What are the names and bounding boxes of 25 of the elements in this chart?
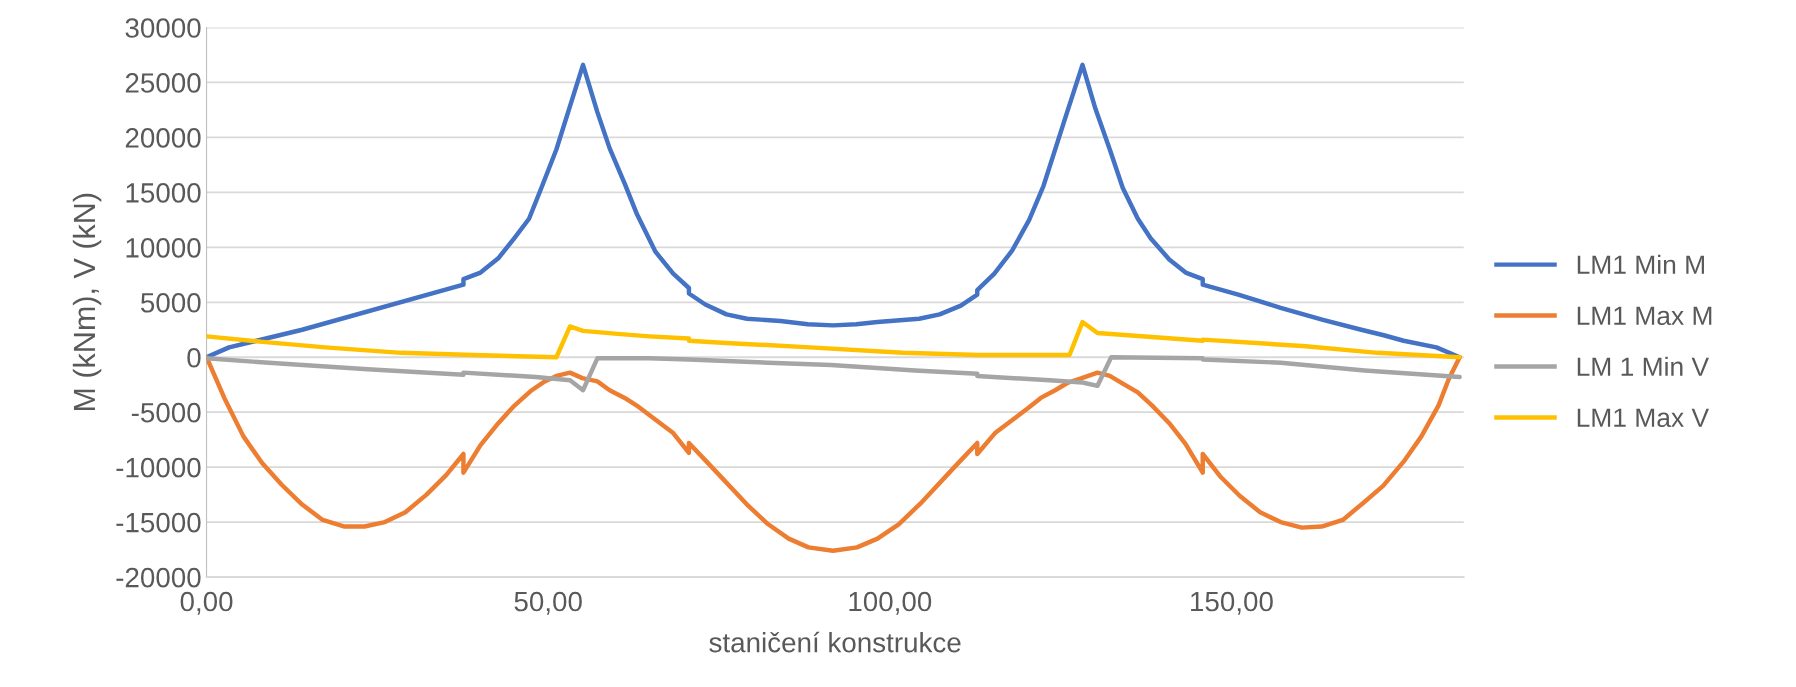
y-axis-title: M (kNm), V (kN) bbox=[72, 193, 102, 411]
y-tick-label: 25000 bbox=[125, 73, 201, 93]
y-tick-label: 10000 bbox=[126, 237, 201, 258]
line-series bbox=[206, 62, 1462, 360]
y-tick-label: 20000 bbox=[125, 128, 201, 148]
x-tick-label: 100,00 bbox=[849, 591, 932, 615]
x-axis-title: staničení konstrukce bbox=[709, 631, 961, 653]
legend-label: LM1 Max V bbox=[1577, 408, 1709, 428]
y-tick-label: -10000 bbox=[116, 457, 201, 478]
y-tick-label: -5000 bbox=[131, 402, 201, 423]
x-tick-label: 50,00 bbox=[514, 591, 582, 615]
y-tick-label: 0 bbox=[187, 347, 201, 368]
legend-label: LM1 Max M bbox=[1577, 306, 1712, 326]
line-series bbox=[206, 355, 1462, 553]
y-tick-label: -15000 bbox=[116, 512, 201, 533]
line-series bbox=[206, 319, 1462, 360]
legend-label: LM1 Min M bbox=[1577, 254, 1704, 274]
line-series bbox=[206, 355, 1462, 393]
x-tick-label: 0,00 bbox=[180, 591, 233, 615]
y-tick-label: -20000 bbox=[116, 567, 201, 588]
y-tick-label: 5000 bbox=[141, 292, 201, 313]
x-tick-label: 150,00 bbox=[1191, 591, 1273, 615]
y-tick-label: 30000 bbox=[125, 18, 201, 38]
legend-label: LM 1 Min V bbox=[1577, 356, 1709, 376]
y-tick-label: 15000 bbox=[126, 183, 201, 203]
